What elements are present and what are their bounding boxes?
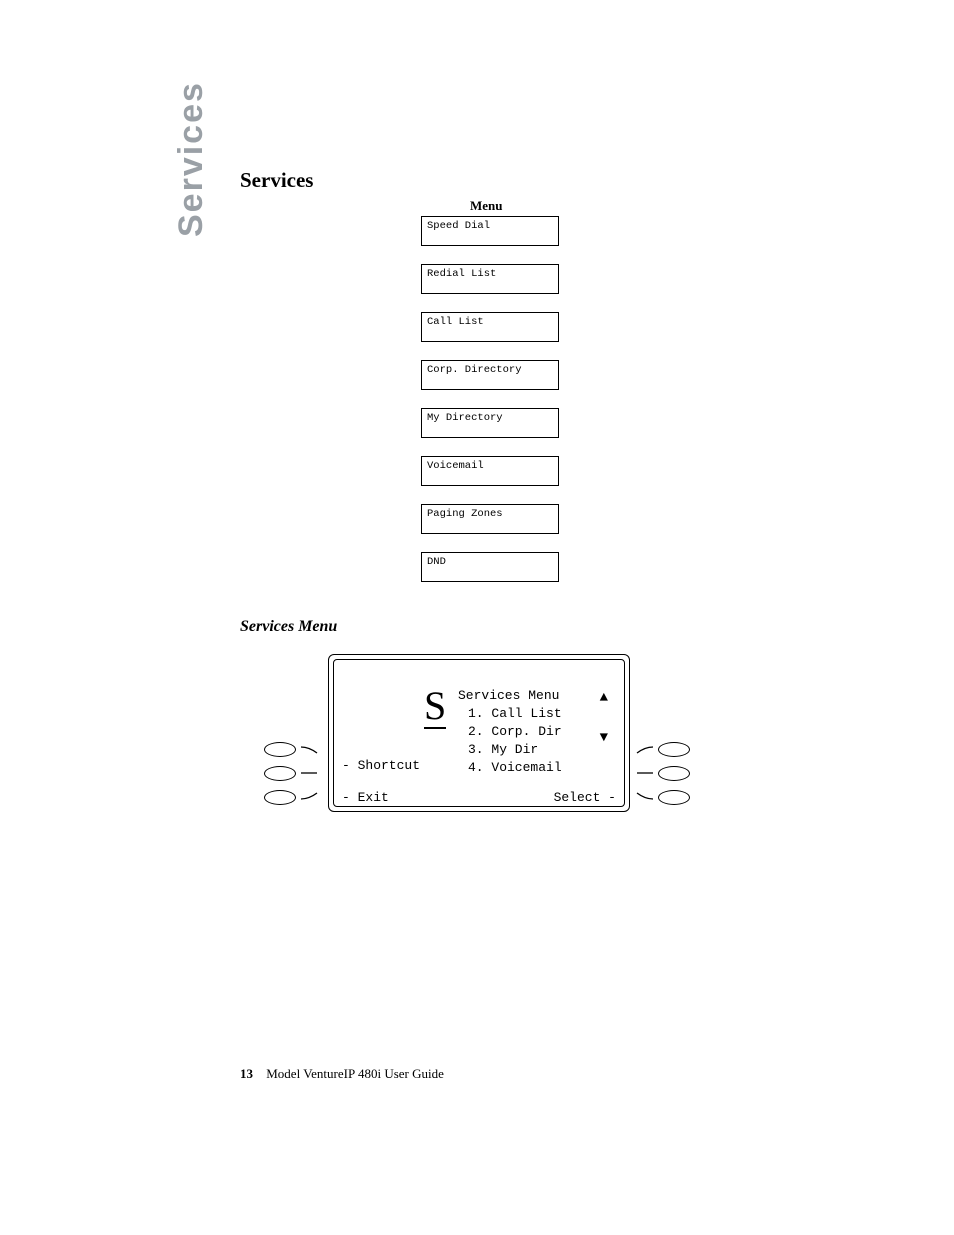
side-tab-label: Services [172,81,211,237]
page: Services Services Menu Speed Dial Redial… [0,0,954,1235]
arrow-down-icon: ▼ [600,730,608,746]
lcd-line-4: 4. Voicemail [468,760,562,775]
softkey-lead-icon [636,744,654,754]
lcd-softkey-exit: - Exit [342,790,389,805]
lcd-line-3: 3. My Dir [468,742,538,757]
menu-item-dnd: DND [421,552,559,582]
lcd-softkey-select: Select - [554,790,616,805]
lcd-screen: S Services Menu 1. Call List 2. Corp. Di… [333,659,625,807]
phone-illustration: S Services Menu 1. Call List 2. Corp. Di… [264,654,694,834]
page-number: 13 [240,1066,253,1081]
menu-item-speed-dial: Speed Dial [421,216,559,246]
menu-item-voicemail: Voicemail [421,456,559,486]
menu-item-my-directory: My Directory [421,408,559,438]
lcd-line-2: 2. Corp. Dir [468,724,562,739]
softkey-button [264,742,296,757]
arrow-up-icon: ▲ [600,690,608,706]
softkey-buttons-left [264,740,322,812]
menu-item-corp-directory: Corp. Directory [421,360,559,390]
softkey-button [658,790,690,805]
menu-item-paging-zones: Paging Zones [421,504,559,534]
softkey-button [658,766,690,781]
softkey-button [658,742,690,757]
lcd-title: Services Menu [458,688,559,703]
menu-item-call-list: Call List [421,312,559,342]
softkey-lead-icon [300,768,318,778]
softkey-buttons-right [636,740,694,812]
softkey-lead-icon [636,768,654,778]
page-footer: 13 Model VentureIP 480i User Guide [240,1066,444,1082]
softkey-lead-icon [636,792,654,802]
lcd-bezel: S Services Menu 1. Call List 2. Corp. Di… [328,654,630,812]
subsection-title: Services Menu [240,618,337,636]
lcd-line-1: 1. Call List [468,706,562,721]
softkey-button [264,766,296,781]
menu-stack: Speed Dial Redial List Call List Corp. D… [421,216,559,600]
softkey-button [264,790,296,805]
menu-item-redial-list: Redial List [421,264,559,294]
lcd-softkey-shortcut: - Shortcut [342,758,420,773]
softkey-lead-icon [300,792,318,802]
softkey-lead-icon [300,744,318,754]
lcd-section-letter: S [424,686,446,729]
section-title: Services [240,168,313,193]
footer-text: Model VentureIP 480i User Guide [266,1066,444,1081]
menu-heading: Menu [470,198,503,214]
